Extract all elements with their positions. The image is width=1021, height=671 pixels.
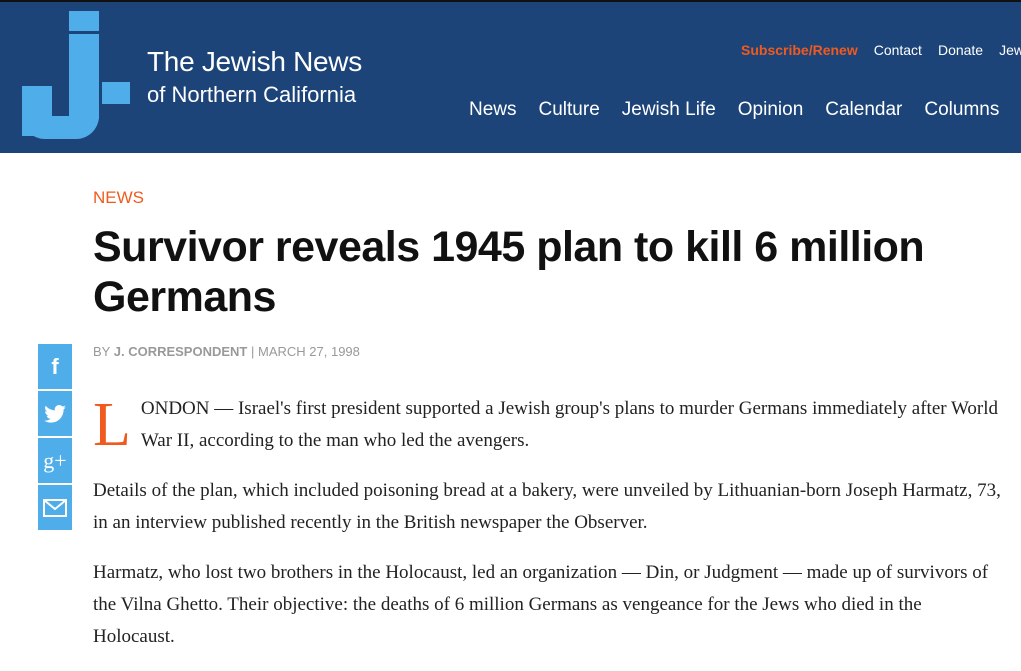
j-logo[interactable]	[20, 11, 132, 141]
article-body: L ONDON — Israel's first president suppor…	[93, 393, 1008, 671]
contact-link[interactable]: Contact	[873, 42, 922, 58]
nav-news[interactable]: News	[469, 99, 517, 120]
donate-link[interactable]: Donate	[937, 42, 984, 58]
site-header: The Jewish News of Northern California S…	[0, 2, 1021, 153]
subscribe-link[interactable]: Subscribe/Renew	[741, 42, 858, 58]
brand-title[interactable]: The Jewish News	[147, 46, 362, 77]
article-title: Survivor reveals 1945 plan to kill 6 mil…	[93, 223, 925, 321]
share-bar: f g+	[38, 344, 72, 532]
nav-columns[interactable]: Columns	[924, 99, 1000, 120]
nav-culture[interactable]: Culture	[538, 99, 600, 120]
byline-separator: |	[251, 344, 255, 359]
google-plus-icon[interactable]: g+	[38, 438, 72, 483]
facebook-icon[interactable]: f	[38, 344, 72, 389]
nav-opinion[interactable]: Opinion	[737, 99, 804, 120]
twitter-icon[interactable]	[38, 391, 72, 436]
publish-date: MARCH 27, 1998	[258, 344, 360, 359]
byline-prefix: BY	[93, 344, 111, 359]
category-link[interactable]: NEWS	[93, 188, 144, 207]
utility-link-cut[interactable]: Jew	[999, 42, 1021, 58]
top-border	[0, 0, 1021, 2]
author-link[interactable]: J. CORRESPONDENT	[113, 344, 248, 359]
main-nav: News Culture Jewish Life Opinion Calenda…	[469, 99, 999, 121]
paragraph: Details of the plan, which included pois…	[93, 480, 1001, 533]
email-icon[interactable]	[38, 485, 72, 530]
paragraph: L ONDON — Israel's first president suppor…	[93, 391, 999, 459]
byline: BY J. CORRESPONDENT | MARCH 27, 1998	[93, 344, 360, 359]
drop-cap: L	[93, 391, 131, 459]
brand-subtitle[interactable]: of Northern California	[147, 82, 357, 107]
utility-nav: Subscribe/Renew Contact Donate Jew	[741, 42, 1021, 58]
paragraph: Harmatz, who lost two brothers in the Ho…	[93, 562, 989, 647]
nav-jewish-life[interactable]: Jewish Life	[621, 99, 716, 120]
nav-calendar[interactable]: Calendar	[825, 99, 903, 120]
